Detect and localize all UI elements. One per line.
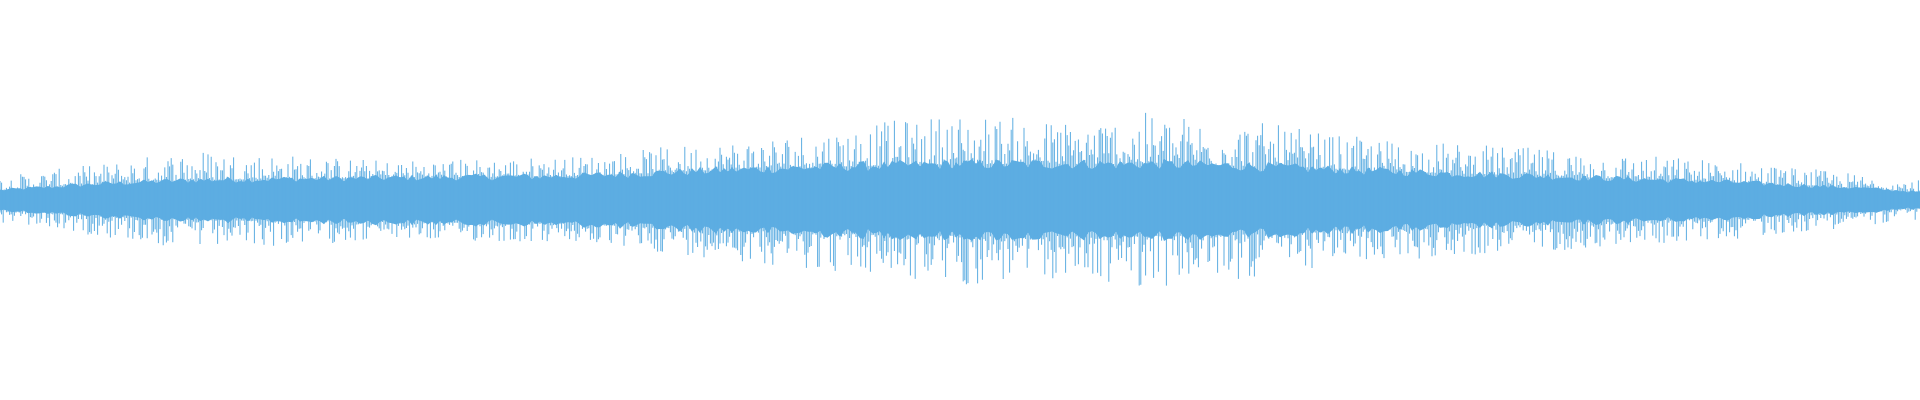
waveform-bars	[0, 112, 1920, 286]
waveform-peaks	[0, 112, 1920, 286]
